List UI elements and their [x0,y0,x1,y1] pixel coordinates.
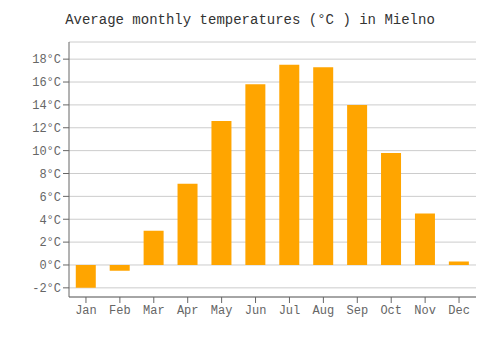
svg-text:8°C: 8°C [39,168,61,182]
svg-text:14°C: 14°C [32,99,61,113]
svg-text:Sep: Sep [346,304,368,318]
svg-text:Feb: Feb [109,304,131,318]
svg-text:Mar: Mar [143,304,165,318]
svg-text:Jun: Jun [245,304,267,318]
svg-text:4°C: 4°C [39,214,61,228]
svg-text:Jul: Jul [279,304,301,318]
svg-text:Jan: Jan [75,304,97,318]
html-text:Average monthly temperatures (: Average monthly temperatures (°C ) in Mi… [65,12,435,28]
svg-text:Apr: Apr [177,304,199,318]
svg-text:Nov: Nov [414,304,436,318]
svg-text:16°C: 16°C [32,76,61,90]
svg-text:6°C: 6°C [39,191,61,205]
svg-text:2°C: 2°C [39,236,61,250]
svg-text:May: May [211,304,233,318]
svg-text:12°C: 12°C [32,122,61,136]
svg-text:Oct: Oct [380,304,402,318]
svg-text:Dec: Dec [448,304,470,318]
svg-text:10°C: 10°C [32,145,61,159]
svg-text:0°C: 0°C [39,259,61,273]
svg-text:Aug: Aug [313,304,335,318]
svg-text:18°C: 18°C [32,53,61,67]
svg-text:-2°C: -2°C [32,282,61,296]
